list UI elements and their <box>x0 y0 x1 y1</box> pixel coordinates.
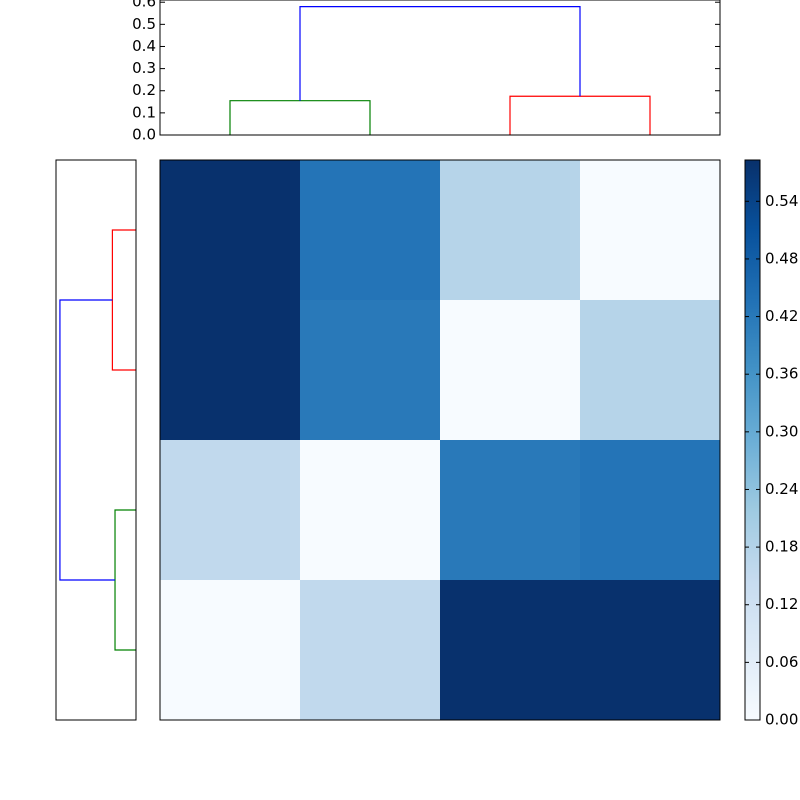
heatmap-cell <box>580 440 721 581</box>
axes-frame <box>159 0 721 136</box>
colorbar-tick-label: 0.00 <box>765 711 798 729</box>
colorbar-tick-label: 0.36 <box>765 365 798 383</box>
colorbar-tick-label: 0.54 <box>765 192 798 210</box>
heatmap-cell <box>440 440 581 581</box>
heatmap-cell <box>160 440 301 581</box>
colorbar-tick-label: 0.12 <box>765 595 798 613</box>
colorbar-tick-label: 0.18 <box>765 538 798 556</box>
heatmap-cell <box>300 160 441 301</box>
heatmap-cell <box>440 300 581 441</box>
colorbar-tick-label: 0.42 <box>765 307 798 325</box>
heatmap-cell <box>300 580 441 721</box>
dendrogram-link <box>111 229 136 371</box>
y-tick-label: 0.0 <box>132 126 156 144</box>
heatmap-cell <box>580 580 721 721</box>
dendrogram-link <box>59 299 116 581</box>
heatmap-cell <box>300 440 441 581</box>
dendrogram-link <box>114 509 136 651</box>
heatmap-cell <box>580 160 721 301</box>
axes-frame <box>55 159 137 721</box>
y-tick-label: 0.6 <box>132 0 156 11</box>
dendrogram-link <box>299 6 581 101</box>
heatmap-cell <box>440 580 581 721</box>
heatmap-cell <box>160 300 301 441</box>
colorbar-tick-label: 0.30 <box>765 422 798 440</box>
heatmap-cell <box>300 300 441 441</box>
colorbar-frame <box>744 159 761 721</box>
y-tick-label: 0.5 <box>132 15 156 33</box>
colorbar <box>745 160 760 720</box>
heatmap-cell <box>160 160 301 301</box>
y-tick-label: 0.4 <box>132 37 156 55</box>
heatmap-cell <box>580 300 721 441</box>
heatmap-cell <box>160 580 301 721</box>
y-tick-label: 0.2 <box>132 81 156 99</box>
colorbar-tick-label: 0.48 <box>765 249 798 267</box>
heatmap-cell <box>440 160 581 301</box>
dendrogram-link <box>509 95 651 135</box>
axes-frame <box>159 159 721 721</box>
dendrogram-link <box>229 100 371 135</box>
colorbar-tick-label: 0.24 <box>765 480 798 498</box>
y-tick-label: 0.1 <box>132 103 156 121</box>
y-tick-label: 0.3 <box>132 59 156 77</box>
colorbar-tick-label: 0.06 <box>765 653 798 671</box>
